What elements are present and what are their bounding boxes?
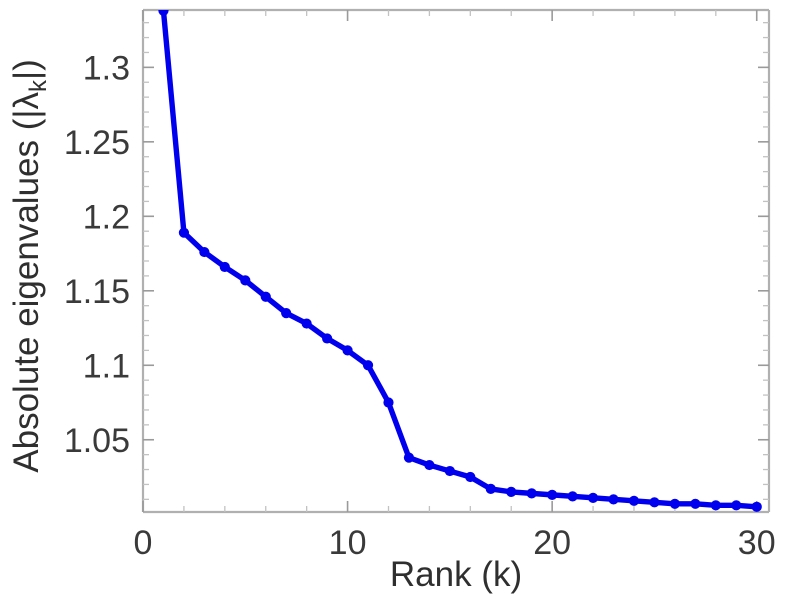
y-axis-title-pre: Absolute eigenvalues (| bbox=[7, 110, 46, 473]
y-axis-tick-labels: 1.05 1.1 1.15 1.2 1.25 1.3 bbox=[64, 49, 130, 459]
y-tick-label: 1.15 bbox=[64, 273, 130, 311]
data-point bbox=[690, 498, 701, 509]
data-point bbox=[465, 471, 476, 483]
data-point bbox=[506, 486, 517, 497]
data-point bbox=[281, 308, 292, 319]
y-tick-label: 1.1 bbox=[83, 347, 130, 385]
data-point bbox=[567, 491, 578, 502]
data-point bbox=[526, 488, 537, 499]
y-axis-major-ticks bbox=[143, 66, 769, 441]
y-axis-title-post: |) bbox=[7, 59, 46, 80]
data-point bbox=[178, 227, 190, 238]
y-axis-title-subscript: k bbox=[25, 79, 52, 92]
data-point bbox=[751, 501, 762, 512]
data-point bbox=[444, 465, 455, 477]
data-point bbox=[322, 333, 333, 344]
data-point bbox=[219, 261, 230, 273]
y-axis-minor-ticks bbox=[143, 22, 769, 500]
data-point bbox=[649, 497, 660, 508]
x-axis-title: Rank (k) bbox=[390, 555, 522, 594]
data-point bbox=[608, 494, 619, 505]
data-point bbox=[710, 500, 721, 511]
data-point bbox=[199, 246, 210, 258]
axes-group bbox=[141, 8, 771, 514]
data-point bbox=[240, 275, 251, 286]
x-tick-label: 0 bbox=[134, 524, 153, 562]
eigenvalue-series-markers bbox=[158, 10, 762, 512]
y-axis-title: Absolute eigenvalues (|λk|) bbox=[7, 59, 52, 472]
data-point bbox=[403, 452, 415, 463]
x-tick-label: 20 bbox=[533, 524, 571, 562]
data-point bbox=[485, 483, 496, 495]
data-series-group bbox=[158, 10, 762, 512]
data-point bbox=[260, 291, 271, 302]
data-point bbox=[547, 489, 558, 500]
y-tick-label: 1.2 bbox=[83, 198, 130, 236]
svg-text:Absolute eigenvalues (|λk|): Absolute eigenvalues (|λk|) bbox=[7, 59, 52, 472]
data-point bbox=[587, 492, 599, 503]
x-tick-label: 30 bbox=[738, 524, 776, 562]
data-point bbox=[669, 498, 681, 509]
eigenvalue-series-line bbox=[160, 10, 760, 510]
data-point bbox=[158, 10, 169, 16]
data-point bbox=[424, 459, 435, 471]
data-point bbox=[731, 500, 742, 511]
y-tick-label: 1.3 bbox=[83, 49, 130, 87]
x-axis-tick-labels: 0 10 20 30 bbox=[134, 524, 776, 562]
data-point bbox=[362, 360, 374, 371]
y-tick-label: 1.05 bbox=[64, 422, 130, 460]
data-point bbox=[383, 397, 394, 408]
y-tick-label: 1.25 bbox=[64, 124, 130, 162]
data-point bbox=[628, 495, 640, 506]
data-point bbox=[301, 318, 312, 329]
data-point bbox=[342, 345, 353, 356]
y-axis-title-lambda-symbol: λ bbox=[7, 92, 46, 110]
x-axis-major-ticks bbox=[142, 10, 758, 512]
x-tick-label: 10 bbox=[329, 524, 367, 562]
x-axis-minor-ticks bbox=[183, 10, 717, 512]
